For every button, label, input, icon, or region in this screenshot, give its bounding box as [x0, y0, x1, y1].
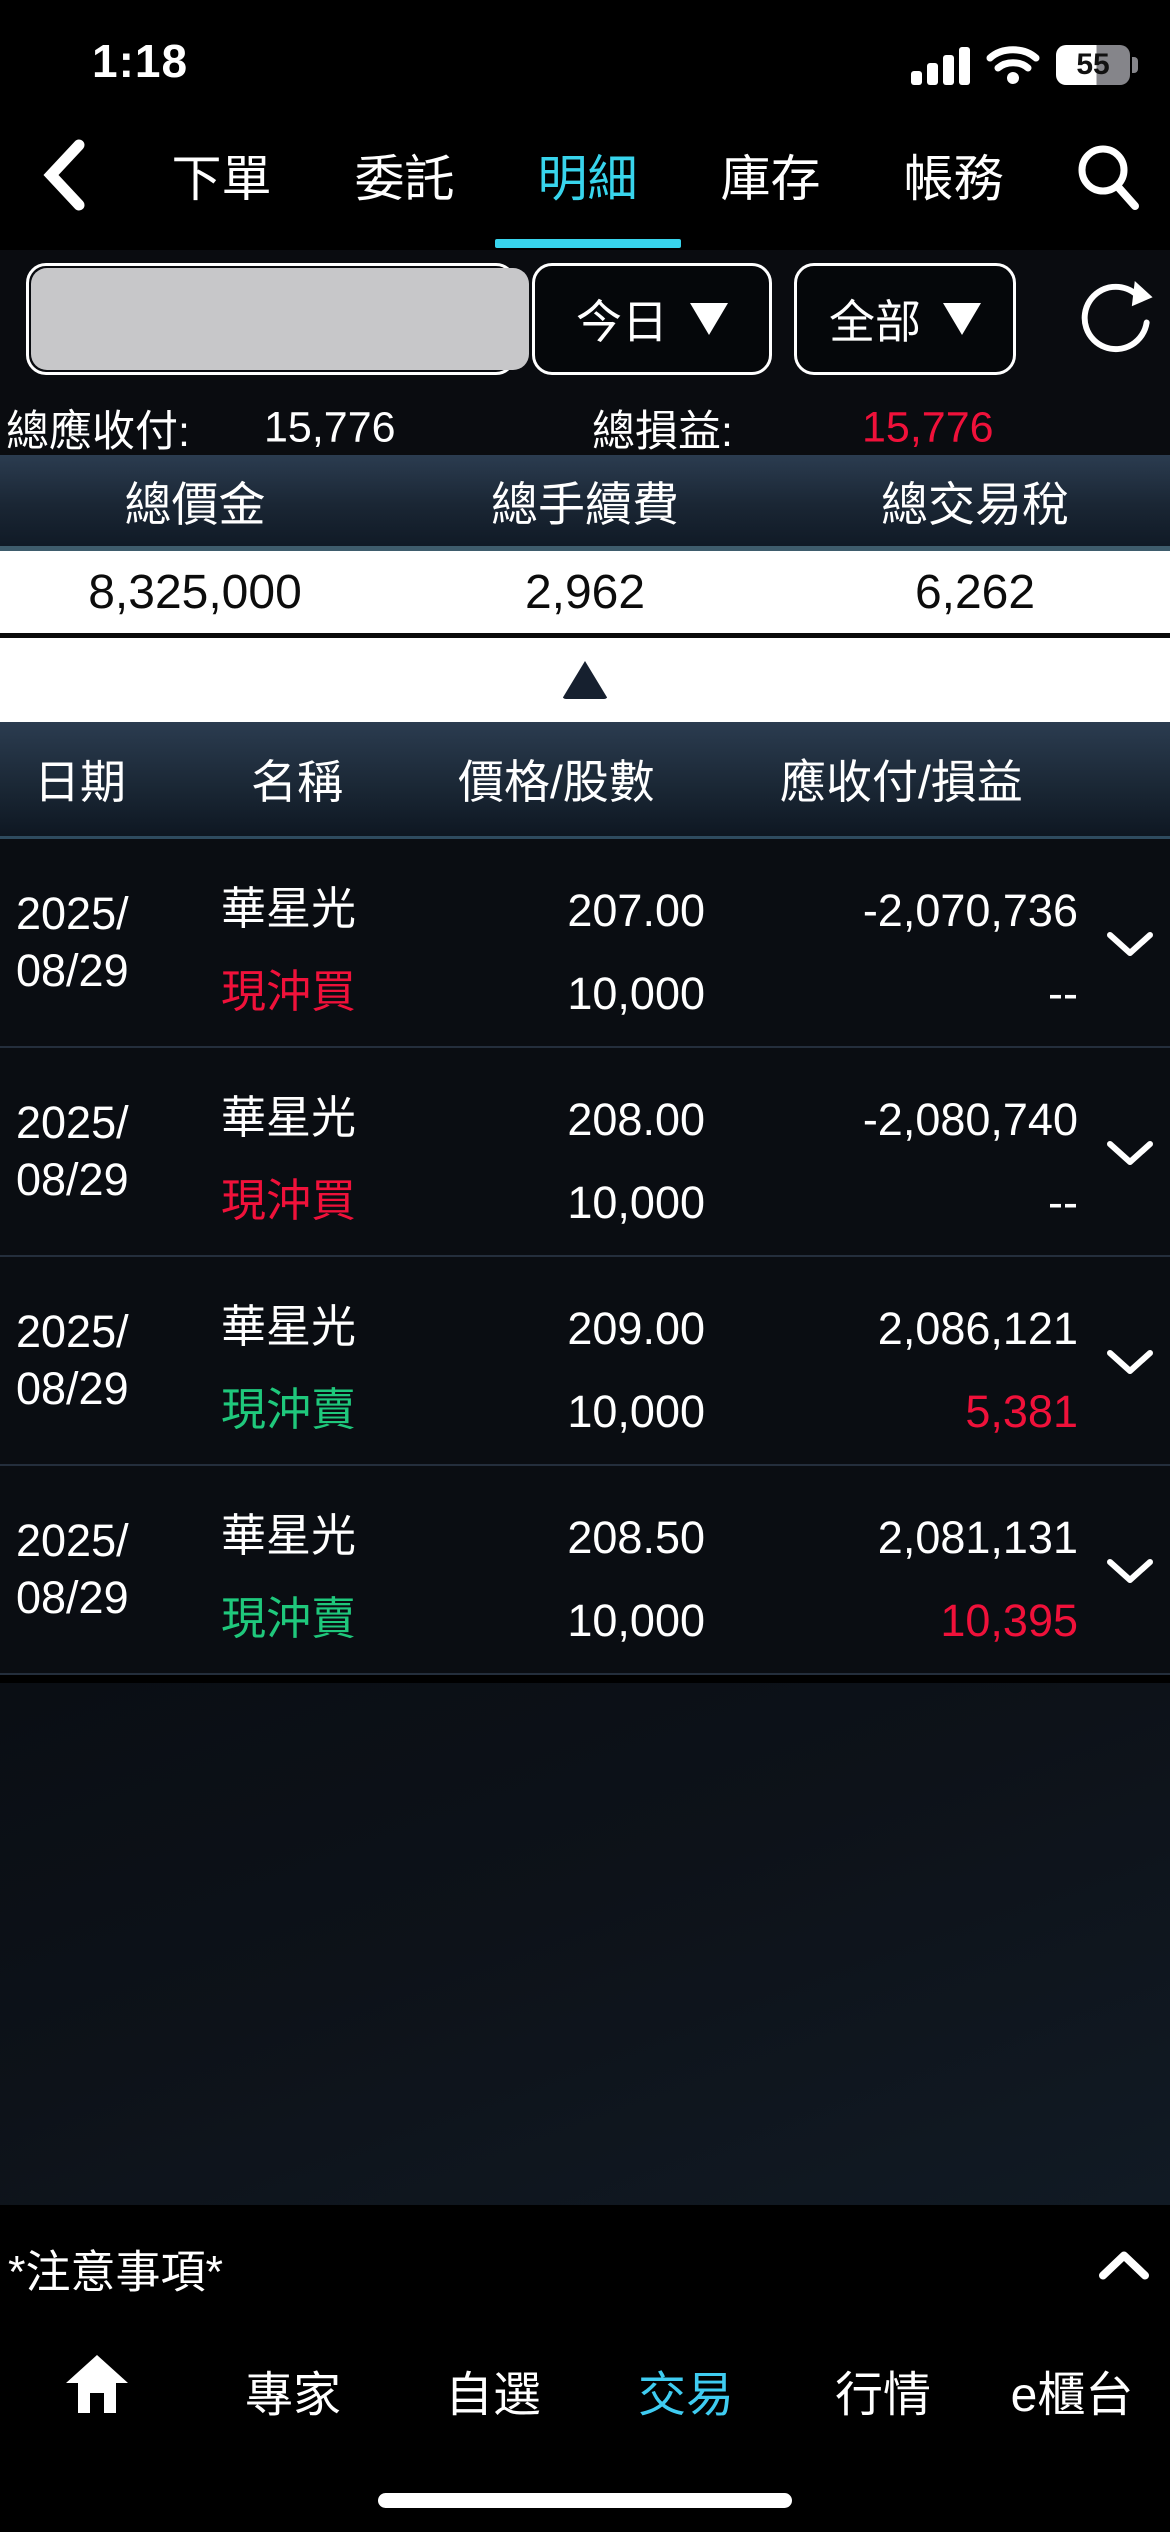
expand-chevron-icon[interactable]: [1105, 1544, 1159, 1596]
stock-name: 華星光: [221, 1300, 357, 1352]
stock-name: 華星光: [221, 1509, 357, 1561]
tab-details[interactable]: 明細: [494, 100, 681, 250]
home-nav-button[interactable]: [64, 2353, 130, 2427]
date-range-dropdown[interactable]: 今日: [532, 263, 772, 375]
trade-date: 2025/ 08/29: [16, 888, 129, 996]
profit-loss-value: --: [1048, 1177, 1078, 1228]
top-tab-bar: 下單 委託 明細 庫存 帳務: [0, 100, 1170, 250]
bottom-nav-bar: 專家 自選 交易 行情 e櫃台: [0, 2330, 1170, 2450]
nav-quotes[interactable]: 行情: [834, 2369, 932, 2422]
trade-quantity: 10,000: [567, 1177, 705, 1228]
totals-header-row: 總價金 總手續費 總交易稅: [0, 455, 1170, 551]
transaction-list-header: 日期 名稱 價格/股數 應收付/損益: [0, 722, 1170, 839]
trade-type-tag: 現沖賣: [221, 1593, 357, 1644]
col-price-qty-header: 價格/股數: [458, 756, 655, 808]
search-icon: [1078, 145, 1139, 210]
account-selector[interactable]: [26, 263, 529, 375]
nav-watchlist[interactable]: 自選: [444, 2369, 542, 2422]
caret-down-icon: [690, 303, 728, 335]
trade-price: 209.00: [567, 1302, 705, 1354]
col-name-header: 名稱: [251, 756, 343, 808]
tab-order[interactable]: 下單: [171, 151, 272, 207]
trade-type-tag: 現沖買: [221, 1175, 357, 1226]
transaction-row[interactable]: 2025/ 08/29 華星光 207.00 -2,070,736 現沖買 10…: [0, 839, 1170, 1048]
triangle-up-icon: [562, 661, 608, 699]
trade-type-tag: 現沖買: [221, 966, 357, 1017]
refresh-icon: [1081, 280, 1153, 353]
profit-loss-value: 5,381: [965, 1386, 1078, 1437]
total-pl-label: 總損益:: [592, 407, 733, 456]
chevron-left-icon: [43, 139, 85, 211]
type-filter-dropdown[interactable]: 全部: [794, 263, 1016, 375]
total-tax-header: 總交易稅: [881, 478, 1069, 531]
trade-date: 2025/ 08/29: [16, 1097, 129, 1205]
total-fee-header: 總手續費: [491, 478, 679, 531]
account-redaction-overlay: [31, 268, 529, 370]
empty-list-area: [0, 1683, 1170, 2205]
total-receivable-label: 總應收付:: [6, 407, 190, 456]
battery-percent: 55: [1076, 48, 1110, 81]
trade-price: 208.50: [567, 1511, 705, 1563]
trade-date: 2025/ 08/29: [16, 1306, 129, 1414]
refresh-button[interactable]: [1072, 278, 1156, 375]
home-icon: [66, 2355, 128, 2413]
total-fee-value: 2,962: [524, 565, 646, 619]
status-time: 1:18: [92, 35, 189, 87]
amount-receivable: 2,086,121: [877, 1302, 1078, 1354]
transaction-list: 2025/ 08/29 華星光 207.00 -2,070,736 現沖買 10…: [0, 839, 1170, 1675]
tab-account[interactable]: 帳務: [903, 151, 1004, 207]
trade-quantity: 10,000: [567, 968, 705, 1019]
stock-name: 華星光: [221, 882, 357, 934]
notice-label: *注意事項*: [8, 2246, 224, 2297]
trade-price: 208.00: [567, 1093, 705, 1145]
expand-chevron-icon[interactable]: [1105, 917, 1159, 969]
active-tab-underline: [494, 239, 681, 248]
chevron-up-icon: [1096, 2248, 1152, 2287]
total-amount-header: 總價金: [124, 478, 266, 531]
transaction-row[interactable]: 2025/ 08/29 華星光 209.00 2,086,121 現沖賣 10,…: [0, 1257, 1170, 1466]
trade-quantity: 10,000: [567, 1386, 705, 1437]
trade-price: 207.00: [567, 884, 705, 936]
notice-bar[interactable]: *注意事項*: [0, 2205, 1170, 2330]
amount-receivable: 2,081,131: [877, 1511, 1078, 1563]
nav-trade[interactable]: 交易: [637, 2369, 735, 2422]
back-button[interactable]: [0, 139, 130, 211]
summary-line: 總應收付: 15,776 總損益: 15,776: [0, 400, 1170, 456]
total-pl-value: 15,776: [862, 403, 994, 451]
profit-loss-value: 10,395: [940, 1595, 1078, 1646]
profit-loss-value: --: [1048, 968, 1078, 1019]
home-indicator[interactable]: [378, 2493, 792, 2508]
collapse-panel-button[interactable]: [0, 638, 1170, 722]
total-amount-value: 8,325,000: [88, 565, 302, 619]
filter-bar: 今日 全部: [0, 250, 1170, 400]
amount-receivable: -2,070,736: [862, 884, 1078, 936]
search-button[interactable]: [1045, 140, 1170, 210]
status-bar: 1:18 55: [0, 0, 1170, 100]
totals-values-row: 8,325,000 2,962 6,262: [0, 551, 1170, 638]
nav-ecounter[interactable]: e櫃台: [1010, 2369, 1134, 2422]
transaction-row[interactable]: 2025/ 08/29 華星光 208.00 -2,080,740 現沖買 10…: [0, 1048, 1170, 1257]
trade-quantity: 10,000: [567, 1595, 705, 1646]
transaction-row[interactable]: 2025/ 08/29 華星光 208.50 2,081,131 現沖賣 10,…: [0, 1466, 1170, 1675]
col-amount-pl-header: 應收付/損益: [780, 756, 1023, 808]
signal-icon: [911, 45, 970, 85]
total-tax-value: 6,262: [914, 565, 1036, 619]
trade-date: 2025/ 08/29: [16, 1515, 129, 1623]
nav-experts[interactable]: 專家: [244, 2369, 342, 2422]
tab-entrust[interactable]: 委託: [354, 151, 455, 207]
caret-down-icon: [943, 303, 981, 335]
amount-receivable: -2,080,740: [862, 1093, 1078, 1145]
total-receivable-value: 15,776: [264, 403, 396, 451]
col-date-header: 日期: [34, 756, 126, 808]
tab-inventory[interactable]: 庫存: [720, 151, 821, 207]
trade-type-tag: 現沖賣: [221, 1384, 357, 1435]
expand-chevron-icon[interactable]: [1105, 1335, 1159, 1387]
stock-name: 華星光: [221, 1091, 357, 1143]
expand-chevron-icon[interactable]: [1105, 1126, 1159, 1178]
battery-icon: 55: [1056, 45, 1138, 85]
wifi-icon: [986, 46, 1040, 84]
